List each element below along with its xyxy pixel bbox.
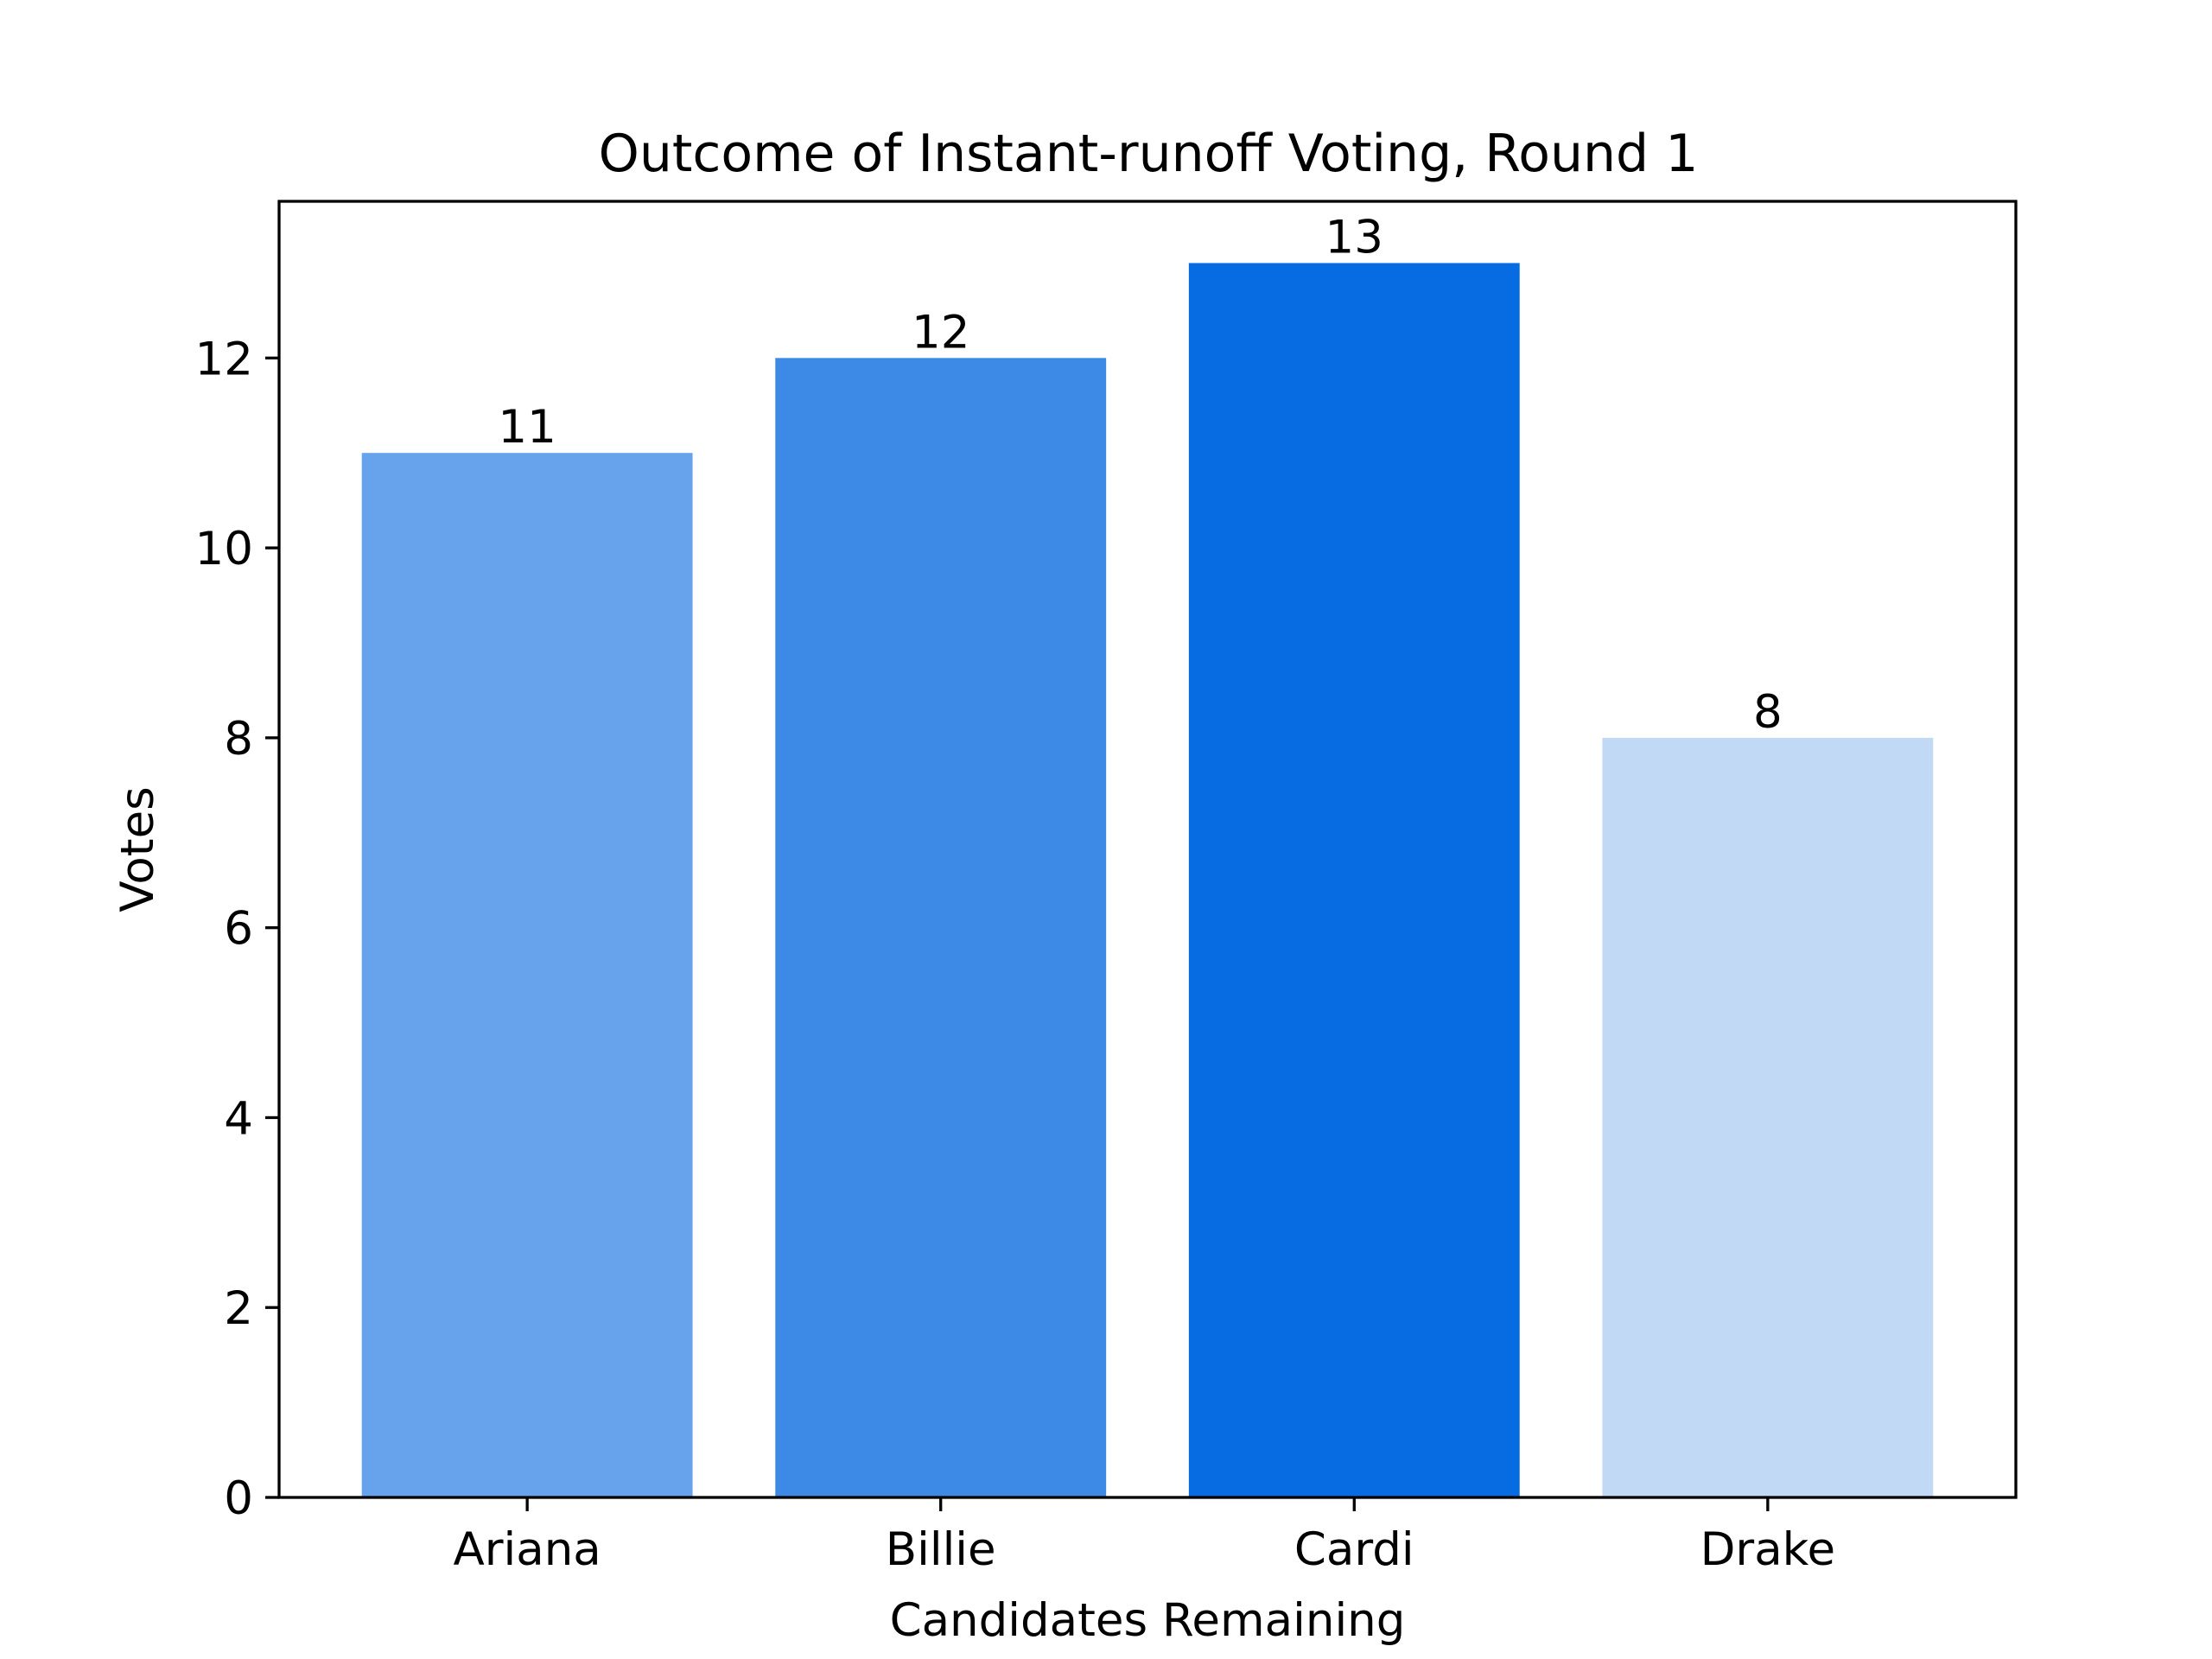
bar-drake (1602, 737, 1934, 1497)
y-axis: 0 2 4 6 8 10 12 (195, 333, 279, 1525)
data-label-ariana: 11 (498, 401, 556, 454)
bar-billie (775, 358, 1107, 1497)
x-tick-label-billie: Billie (886, 1523, 996, 1576)
x-tick-label-cardi: Cardi (1294, 1523, 1414, 1576)
plot-frame (277, 200, 2018, 1499)
chart-title: Outcome of Instant-runoff Voting, Round … (599, 124, 1699, 184)
y-tick-label-0: 0 (224, 1472, 253, 1525)
data-label-billie: 12 (912, 306, 969, 359)
y-tick-label-8: 8 (224, 713, 253, 766)
y-axis-title: Votes (111, 786, 164, 912)
y-tick-label-6: 6 (224, 903, 253, 956)
bar-cardi (1188, 263, 1520, 1497)
data-labels-layer: 11 12 13 8 (498, 211, 1782, 738)
x-tick-label-ariana: Ariana (453, 1523, 601, 1576)
y-tick-label-4: 4 (224, 1092, 253, 1145)
y-tick-label-12: 12 (195, 333, 253, 385)
data-label-drake: 8 (1753, 686, 1783, 739)
x-tick-label-drake: Drake (1700, 1523, 1836, 1576)
y-tick-label-2: 2 (224, 1282, 253, 1335)
x-axis: Ariana Billie Cardi Drake (453, 1497, 1835, 1576)
y-tick-label-10: 10 (195, 523, 253, 575)
bars-layer (361, 263, 1934, 1498)
bar-ariana (361, 453, 693, 1498)
data-label-cardi: 13 (1325, 211, 1383, 264)
x-axis-title: Candidates Remaining (890, 1594, 1406, 1647)
